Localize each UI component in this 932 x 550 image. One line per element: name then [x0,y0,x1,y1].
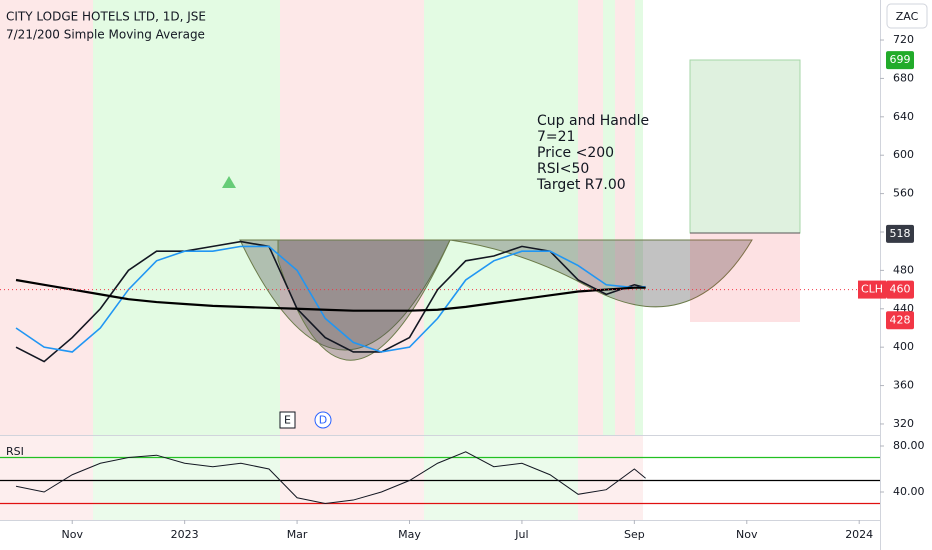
x-tick-label: Jul [514,528,528,541]
symbol-badge [858,280,886,299]
series-line [15,245,646,353]
symbol: CLH [861,283,883,296]
y-tick-label: 360 [893,379,914,392]
y-tick-label: 640 [893,110,914,123]
series-line [15,240,646,363]
y-tick-label: 400 [893,340,914,353]
rsi-tick-label: 40.00 [893,485,925,498]
price-badge [886,51,914,70]
price-label: 699 [890,53,911,66]
rsi-tick-label: 80.00 [893,439,925,452]
x-tick-label: 2023 [171,528,199,541]
annotation: RSI<50 [537,161,589,177]
price-badge [886,311,914,330]
currency: ZAC [896,10,919,23]
event-circle [314,411,332,429]
x-tick-label: May [398,528,421,541]
price-badge [886,224,914,243]
currency-box [886,3,928,29]
event-box [279,411,296,429]
y-tick-label: 480 [893,263,914,276]
price-badge [886,280,914,299]
x-tick-label: Mar [287,528,308,541]
y-tick-label: 600 [893,148,914,161]
chart-subtitle: 7/21/200 Simple Moving Average [6,28,205,42]
chart-title: CITY LODGE HOTELS LTD, 1D, JSE [6,10,206,24]
x-tick-label: Nov [736,528,758,541]
event-label: D [319,414,327,427]
x-tick-label: 2024 [845,528,873,541]
target-box [689,59,801,234]
rsi-label: RSI [6,445,24,458]
y-tick-label: 720 [893,33,914,46]
x-tick-label: Nov [61,528,83,541]
stop-box [690,233,800,322]
event-label: E [284,414,291,427]
annotation: Target R7.00 [536,177,626,193]
annotation: Price <200 [537,145,614,161]
series-line [15,278,646,312]
bands [0,0,643,520]
price-label: 428 [890,313,911,326]
x-tick-label: Sep [624,528,645,541]
y-tick-label: 320 [893,417,914,430]
annotation: Cup and Handle [537,113,649,129]
y-tick-label: 560 [893,187,914,200]
price-label: 460 [890,283,911,296]
y-tick-label: 680 [893,71,914,84]
price-label: 518 [890,227,911,240]
annotation: 7=21 [537,129,575,145]
cup-handle [222,176,753,361]
rsi-line [15,451,646,505]
